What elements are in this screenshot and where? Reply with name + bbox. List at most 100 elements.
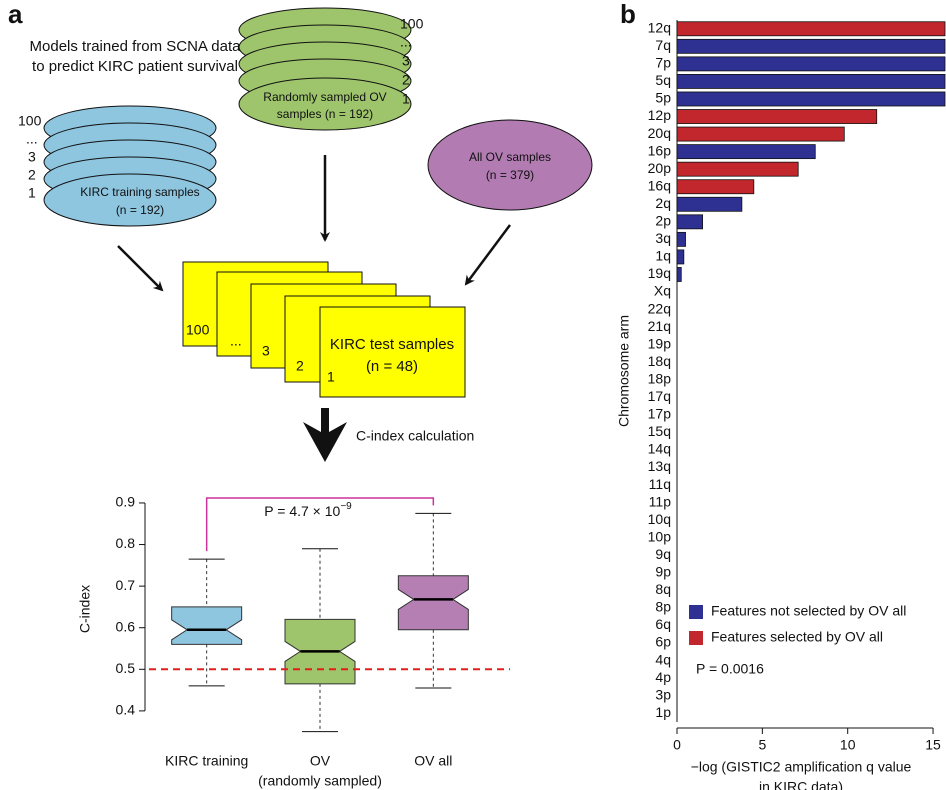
bar <box>676 161 799 177</box>
legend-label: Features not selected by OV all <box>711 603 906 619</box>
legend-label: Features selected by OV all <box>711 629 883 645</box>
bar <box>676 109 878 124</box>
y-tick-label: 4p <box>655 669 671 685</box>
y-tick-label: 19q <box>648 265 671 281</box>
x-axis-label: −log (GISTIC2 amplification q value <box>691 759 912 775</box>
stack-number: 100 <box>18 113 42 129</box>
intro-text: to predict KIRC patient survival <box>32 58 238 75</box>
x-axis-label: in KIRC data) <box>759 779 843 790</box>
y-tick-label: 20p <box>648 160 672 176</box>
stack-number: 2 <box>28 167 36 183</box>
arrow <box>117 245 164 292</box>
y-tick-label: 10p <box>648 528 672 544</box>
y-tick-label: 11q <box>649 476 671 492</box>
y-tick-label: 0.5 <box>116 660 136 676</box>
y-tick-label: 4q <box>655 651 671 667</box>
y-tick-label: 5p <box>655 90 671 106</box>
bar <box>676 38 946 54</box>
y-tick-label: 0.4 <box>116 702 136 718</box>
card-number: 1 <box>327 369 335 385</box>
y-tick-label: 16q <box>648 177 671 193</box>
y-tick-label: 7q <box>655 37 671 53</box>
annotation: P = 4.7 × 10−9 <box>264 501 352 519</box>
y-tick-label: 22q <box>648 300 671 316</box>
y-tick-label: 11p <box>649 493 672 509</box>
ov-all-label: All OV samples <box>469 150 551 164</box>
bar <box>676 214 704 230</box>
bar <box>676 144 816 160</box>
ov-stack <box>238 7 412 131</box>
y-tick-label: 10q <box>648 511 671 527</box>
card-label: (n = 48) <box>366 358 418 375</box>
stack-disc <box>43 173 217 227</box>
y-tick-label: 8q <box>655 581 671 597</box>
bar <box>676 21 946 37</box>
bar <box>676 91 946 107</box>
y-tick-label: 19p <box>648 335 672 351</box>
x-tick-sublabel: (randomly sampled) <box>258 773 382 789</box>
y-axis-label: C-index <box>77 585 93 633</box>
bar <box>676 231 686 247</box>
y-tick-label: 6q <box>655 616 671 632</box>
arrow <box>464 224 512 286</box>
stack-number: ... <box>400 34 412 50</box>
card-number: ... <box>230 333 242 349</box>
bar <box>676 249 685 265</box>
stack-number: 3 <box>28 149 36 165</box>
card <box>319 306 466 398</box>
y-tick-label: 18q <box>648 353 671 369</box>
y-tick-label: 3p <box>655 686 671 702</box>
y-tick-label: 6p <box>655 634 671 650</box>
y-tick-label: 2p <box>655 213 671 229</box>
significance-bracket <box>205 497 435 552</box>
y-tick-label: 15q <box>648 423 671 439</box>
y-tick-label: 5q <box>655 72 671 88</box>
y-tick-label: Xq <box>654 283 671 299</box>
legend-swatch <box>689 605 703 619</box>
legend-swatch <box>689 631 703 645</box>
y-tick-label: 0.6 <box>116 618 136 634</box>
y-tick-label: 8p <box>655 599 671 615</box>
x-tick-label: 0 <box>673 737 681 753</box>
y-tick-label: 13q <box>648 458 671 474</box>
stack-number: 100 <box>400 16 424 32</box>
y-tick-label: 17p <box>648 406 672 422</box>
stack-number: 1 <box>28 185 36 201</box>
panel-label: a <box>8 0 23 29</box>
y-tick-label: 20q <box>648 125 671 141</box>
x-tick-label: 15 <box>925 737 941 753</box>
x-tick-label: KIRC training <box>165 753 248 769</box>
y-tick-label: 17q <box>648 388 671 404</box>
bar <box>676 56 946 72</box>
stack-number: 2 <box>402 72 410 88</box>
stack-label: Randomly sampled OV <box>263 90 386 104</box>
card-number: 100 <box>186 322 210 338</box>
y-tick-label: 7p <box>655 55 671 71</box>
bar <box>676 74 946 89</box>
y-tick-label: 12q <box>648 19 671 35</box>
y-tick-label: 3q <box>655 230 671 246</box>
stack-label: samples (n = 192) <box>277 107 373 121</box>
ov-all-ellipse <box>427 119 593 211</box>
intro-text: Models trained from SCNA data <box>30 38 242 55</box>
annotation-text: P = 4.7 × 10 <box>264 503 340 519</box>
y-tick-label: 14q <box>648 441 671 457</box>
test-cards <box>182 261 466 398</box>
y-tick-label: 0.7 <box>116 577 136 593</box>
kirc-stack <box>43 105 217 227</box>
bar <box>676 196 743 212</box>
y-tick-label: 9q <box>655 546 671 562</box>
y-tick-label: 18p <box>648 370 672 386</box>
panel-label: b <box>620 0 636 29</box>
stack-number: ... <box>26 131 38 147</box>
y-tick-label: 0.9 <box>116 494 136 510</box>
x-tick-label: 5 <box>758 737 766 753</box>
card-label: KIRC test samples <box>330 336 454 353</box>
stack-number: 1 <box>402 91 410 107</box>
y-tick-label: 16p <box>648 142 672 158</box>
annotation: P = 0.0016 <box>696 661 764 677</box>
y-tick-label: 1p <box>655 704 671 720</box>
big-arrow <box>303 408 347 462</box>
